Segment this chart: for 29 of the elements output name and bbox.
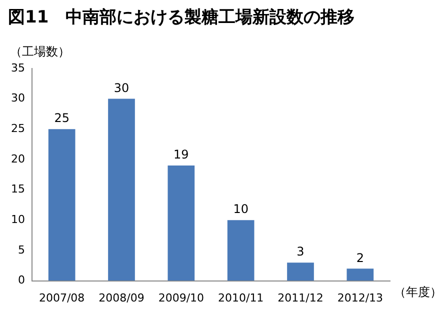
y-tick-label: 35	[10, 61, 25, 74]
y-tick-label: 10	[10, 212, 25, 226]
bar	[287, 262, 314, 281]
data-label: 30	[114, 80, 130, 95]
x-tick-label: 2008/09	[98, 291, 144, 304]
x-axis-title: （年度）	[394, 284, 442, 299]
bar	[48, 129, 76, 281]
y-tick-label: 15	[10, 182, 25, 196]
y-tick-label: 25	[10, 122, 25, 135]
y-axis-title: （工場数）	[10, 44, 70, 59]
y-tick-label: 5	[18, 243, 25, 256]
data-label: 19	[174, 148, 189, 162]
bar	[227, 220, 254, 281]
y-tick-label: 0	[18, 274, 25, 287]
data-label: 2	[356, 250, 364, 265]
y-tick-label: 20	[10, 152, 25, 166]
x-tick-label: 2007/08	[38, 291, 85, 304]
bar	[346, 268, 374, 281]
x-tick-label: 2010/11	[218, 291, 264, 304]
data-label: 25	[54, 111, 70, 126]
y-tick-label: 30	[10, 92, 25, 105]
data-label: 10	[233, 202, 248, 216]
chart-title: 図11 中南部における製糖工場新設数の推移	[8, 8, 355, 28]
x-tick-label: 2009/10	[158, 291, 204, 304]
x-tick-label: 2012/13	[337, 291, 384, 304]
data-label: 3	[296, 244, 304, 259]
x-tick-label: 2011/12	[278, 291, 324, 304]
bar	[168, 165, 195, 281]
bar	[108, 98, 135, 281]
